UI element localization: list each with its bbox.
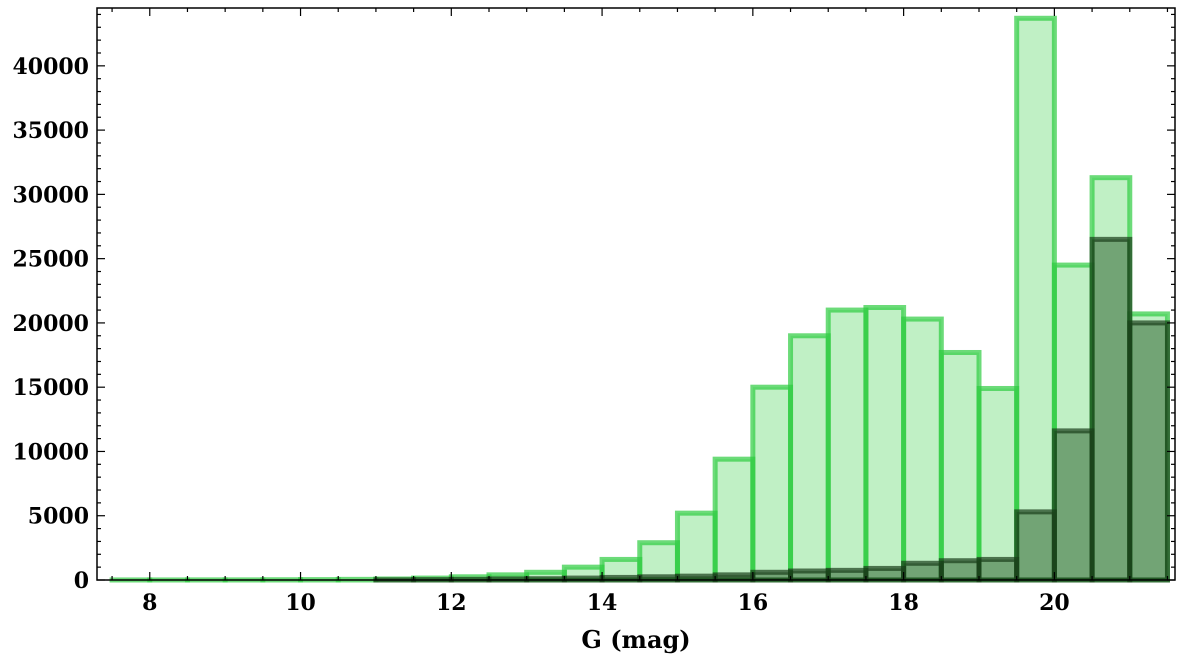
histogram-bar-series-2 <box>825 567 869 583</box>
histogram-bar-series-2 <box>788 568 831 583</box>
histogram-bar-series-1 <box>863 305 907 583</box>
y-tick-label: 15000 <box>12 375 89 401</box>
histogram-bar-series-1 <box>712 456 756 583</box>
histogram-bar-series-1 <box>674 510 718 583</box>
bars-layer <box>109 15 1170 583</box>
x-tick-label: 12 <box>436 590 467 616</box>
x-tick-label: 20 <box>1039 590 1070 616</box>
y-tick-label: 30000 <box>12 182 89 208</box>
y-axis-ticks: 0 5000 10000 15000 20000 25000 30000 35000 40000 <box>12 13 1175 594</box>
x-tick-label: 18 <box>888 590 919 616</box>
histogram-bar-series-1 <box>825 307 869 583</box>
histogram-bar-series-1 <box>976 385 1020 583</box>
x-tick-label: 14 <box>587 590 618 616</box>
y-tick-label: 10000 <box>12 439 89 465</box>
histogram-bar-series-2 <box>863 565 907 583</box>
histogram-bar-series-2 <box>938 558 982 583</box>
histogram-bar-series-2 <box>712 572 756 583</box>
y-tick-label: 5000 <box>28 504 89 530</box>
histogram-bar-series-1 <box>750 384 794 583</box>
x-tick-label: 16 <box>738 590 769 616</box>
y-tick-label: 35000 <box>12 118 89 144</box>
x-axis-label: G (mag) <box>581 625 690 654</box>
y-tick-label: 25000 <box>12 247 89 273</box>
x-tick-label: 10 <box>285 590 316 616</box>
histogram-bar-series-2 <box>976 556 1020 583</box>
histogram-bar-series-2 <box>901 560 944 583</box>
histogram-bar-series-2 <box>1127 320 1170 583</box>
histogram-bar-series-2 <box>750 569 794 583</box>
histogram-bar-series-2 <box>1051 428 1095 583</box>
histogram-bar-series-1 <box>901 316 944 583</box>
histogram-bar-series-1 <box>1014 15 1057 583</box>
y-tick-label: 0 <box>74 568 89 594</box>
plot-frame <box>96 7 1176 581</box>
x-tick-label: 8 <box>142 590 157 616</box>
histogram-bar-series-1 <box>938 349 982 583</box>
histogram-bar-series-2 <box>1014 509 1057 583</box>
y-tick-label: 40000 <box>12 54 89 80</box>
histogram-bar-series-2 <box>1089 236 1133 583</box>
histogram-bar-series-1 <box>788 333 831 583</box>
x-axis-ticks: 8 10 12 14 16 18 20 <box>111 8 1169 616</box>
y-tick-label: 20000 <box>12 311 89 337</box>
